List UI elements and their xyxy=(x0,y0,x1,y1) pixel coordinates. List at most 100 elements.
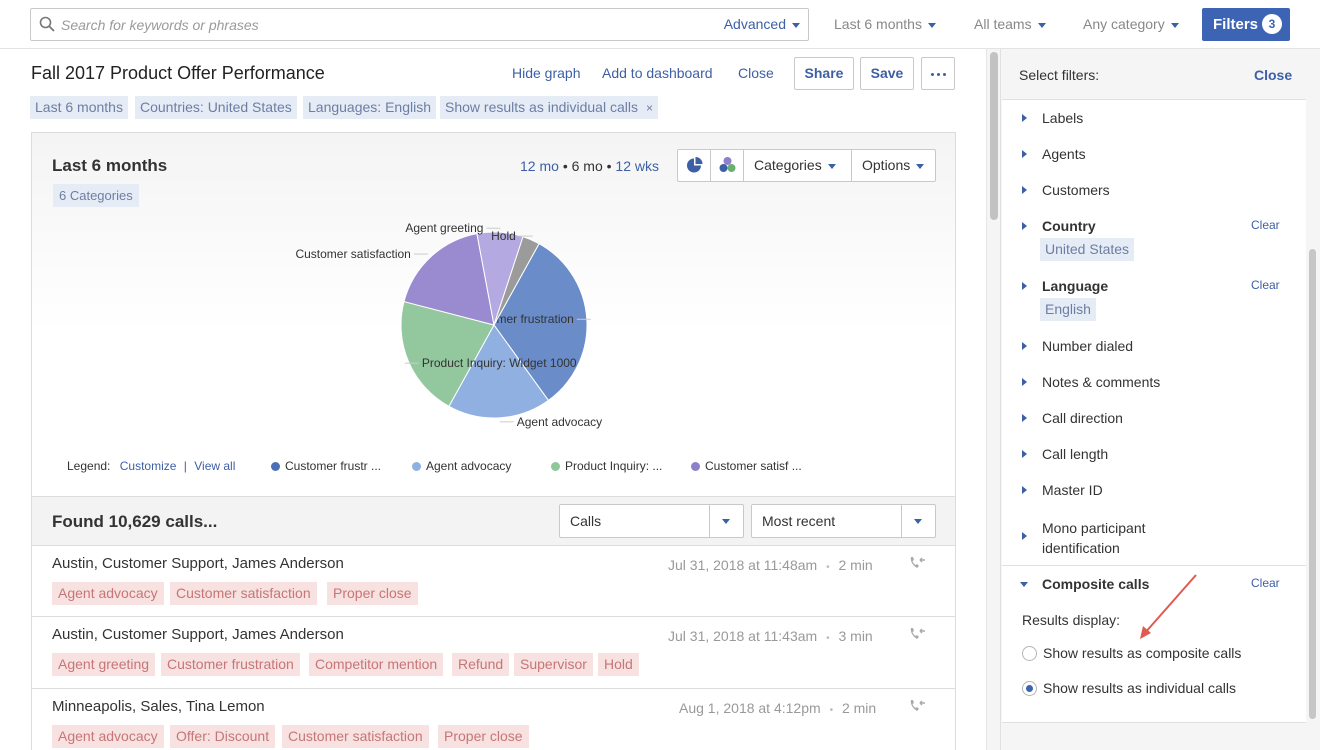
pie-slice[interactable] xyxy=(493,236,540,326)
close-report-link[interactable]: Close xyxy=(738,65,774,81)
call-time: Jul 31, 2018 at 11:48am xyxy=(668,557,818,573)
filter-item-labels[interactable]: Labels xyxy=(1002,110,1306,138)
pie-slice[interactable] xyxy=(448,324,550,419)
chevron-down-icon xyxy=(827,163,836,169)
radio-button-selected[interactable] xyxy=(1022,681,1037,696)
radio-label: Show results as composite calls xyxy=(1043,645,1242,661)
clear-country-link[interactable]: Clear xyxy=(1251,218,1280,232)
legend-customize-link[interactable]: Customize xyxy=(119,459,177,473)
chevron-down-icon xyxy=(916,163,925,169)
filter-item-number-dialed[interactable]: Number dialed xyxy=(1002,338,1306,366)
advanced-search-dropdown[interactable]: Advanced xyxy=(724,16,800,32)
call-row[interactable]: Austin, Customer Support, James Anderson… xyxy=(31,617,956,689)
call-tag: Refund xyxy=(452,653,510,676)
radio-individual-calls[interactable]: Show results as individual calls xyxy=(1022,680,1236,696)
filter-item-call-length[interactable]: Call length xyxy=(1002,446,1306,474)
filter-value-chip: United States xyxy=(1040,238,1135,261)
range-separator: • xyxy=(562,158,568,174)
chevron-down-icon xyxy=(1037,22,1046,28)
legend-item[interactable]: Customer frustr ... xyxy=(271,459,381,473)
chevron-right-icon xyxy=(1022,378,1027,386)
clear-language-link[interactable]: Clear xyxy=(1251,278,1280,292)
more-options-button[interactable] xyxy=(921,57,955,90)
bubble-chart-icon xyxy=(719,157,736,172)
range-12wks-link[interactable]: 12 wks xyxy=(615,158,659,174)
sidebar-scrollbar[interactable] xyxy=(1307,99,1319,723)
pie-slice-label: Agent advocacy xyxy=(517,415,602,429)
main-scrollbar[interactable] xyxy=(986,49,1000,750)
save-button[interactable]: Save xyxy=(860,57,914,90)
legend-item[interactable]: Agent advocacy xyxy=(412,459,511,473)
legend-view-all-link[interactable]: View all xyxy=(194,459,236,473)
inbound-call-icon xyxy=(910,557,925,568)
active-filter-chip-removable: Show results as individual calls × xyxy=(440,96,658,119)
composite-calls-label[interactable]: Composite calls xyxy=(1042,576,1150,592)
filter-item-agents[interactable]: Agents xyxy=(1002,146,1306,174)
hide-graph-link[interactable]: Hide graph xyxy=(512,65,581,81)
chevron-right-icon xyxy=(1022,486,1027,494)
pie-slice-label: Agent greeting xyxy=(405,221,483,235)
filter-item-country[interactable]: Country Clear United States xyxy=(1002,218,1306,274)
radio-composite-calls[interactable]: Show results as composite calls xyxy=(1022,645,1241,661)
call-length: 3 min xyxy=(838,628,873,644)
filter-item-label: Agents xyxy=(1042,146,1086,162)
filter-item-label: Customers xyxy=(1042,182,1110,198)
category-filter-dropdown[interactable]: Any category xyxy=(1083,16,1179,32)
search-input[interactable] xyxy=(61,14,681,36)
call-row[interactable]: Austin, Customer Support, James Anderson… xyxy=(31,546,956,617)
legend-label: Legend: xyxy=(67,459,111,473)
filter-item-label: Number dialed xyxy=(1042,338,1134,354)
close-icon[interactable]: × xyxy=(645,101,653,115)
legend-item[interactable]: Customer satisf ... xyxy=(691,459,802,473)
options-dropdown[interactable]: Options xyxy=(852,150,936,181)
scrollbar-thumb[interactable] xyxy=(990,52,998,220)
categories-count-chip: 6 Categories xyxy=(53,184,139,207)
clear-composite-link[interactable]: Clear xyxy=(1251,576,1280,590)
range-separator: • xyxy=(606,158,612,174)
chevron-down-icon xyxy=(1020,582,1028,587)
results-header: Found 10,629 calls... Calls Most recent xyxy=(31,497,956,546)
filter-item-label: Master ID xyxy=(1042,482,1103,498)
legend-item-label: Agent advocacy xyxy=(426,459,512,473)
call-title: Austin, Customer Support, James Anderson xyxy=(52,555,344,572)
range-12mo-link[interactable]: 12 mo xyxy=(520,158,559,174)
search-box[interactable]: Advanced xyxy=(30,8,809,41)
share-button[interactable]: Share xyxy=(794,57,854,90)
radio-label: Show results as individual calls xyxy=(1043,680,1236,696)
scrollbar-thumb[interactable] xyxy=(1309,249,1316,719)
categories-dropdown[interactable]: Categories xyxy=(744,150,852,181)
filter-item-label: Call length xyxy=(1042,446,1109,462)
sort-select[interactable]: Most recent xyxy=(751,504,936,538)
add-to-dashboard-link[interactable]: Add to dashboard xyxy=(602,65,713,81)
meta-separator: • xyxy=(826,562,830,573)
active-filter-chip: Last 6 months xyxy=(30,96,128,119)
filters-button[interactable]: Filters 3 xyxy=(1202,8,1290,41)
call-row[interactable]: Minneapolis, Sales, Tina Lemon Aug 1, 20… xyxy=(31,689,956,750)
sidebar-close-link[interactable]: Close xyxy=(1254,67,1293,83)
bubble-chart-view-button[interactable] xyxy=(711,150,744,181)
pie-chart-view-button[interactable] xyxy=(678,150,711,181)
top-bar: Advanced Last 6 months All teams Any cat… xyxy=(0,0,1320,49)
filter-item-call-direction[interactable]: Call direction xyxy=(1002,410,1306,438)
meta-separator: • xyxy=(829,705,834,716)
filter-item-master-id[interactable]: Master ID xyxy=(1002,482,1306,510)
legend-separator: | xyxy=(183,459,187,473)
pie-slice[interactable] xyxy=(403,233,495,326)
result-type-select[interactable]: Calls xyxy=(559,504,744,538)
legend-item[interactable]: Product Inquiry: ... xyxy=(551,459,662,473)
time-filter-dropdown[interactable]: Last 6 months xyxy=(834,16,936,32)
time-filter-label: Last 6 months xyxy=(834,16,922,32)
filter-item-mono-participant[interactable]: Mono participant identification xyxy=(1002,518,1306,562)
team-filter-dropdown[interactable]: All teams xyxy=(974,16,1046,32)
chevron-down-icon xyxy=(901,505,935,537)
chevron-right-icon xyxy=(1022,186,1027,194)
filter-item-language[interactable]: Language Clear English xyxy=(1002,278,1306,334)
call-tag: Hold xyxy=(598,653,639,676)
chevron-down-icon xyxy=(709,505,743,537)
radio-button[interactable] xyxy=(1022,646,1037,661)
pie-slice[interactable] xyxy=(400,300,495,408)
filter-item-customers[interactable]: Customers xyxy=(1002,182,1306,210)
filter-item-notes[interactable]: Notes & comments xyxy=(1002,374,1306,402)
chevron-right-icon xyxy=(1022,532,1027,540)
call-tag: Customer frustration xyxy=(161,653,300,676)
